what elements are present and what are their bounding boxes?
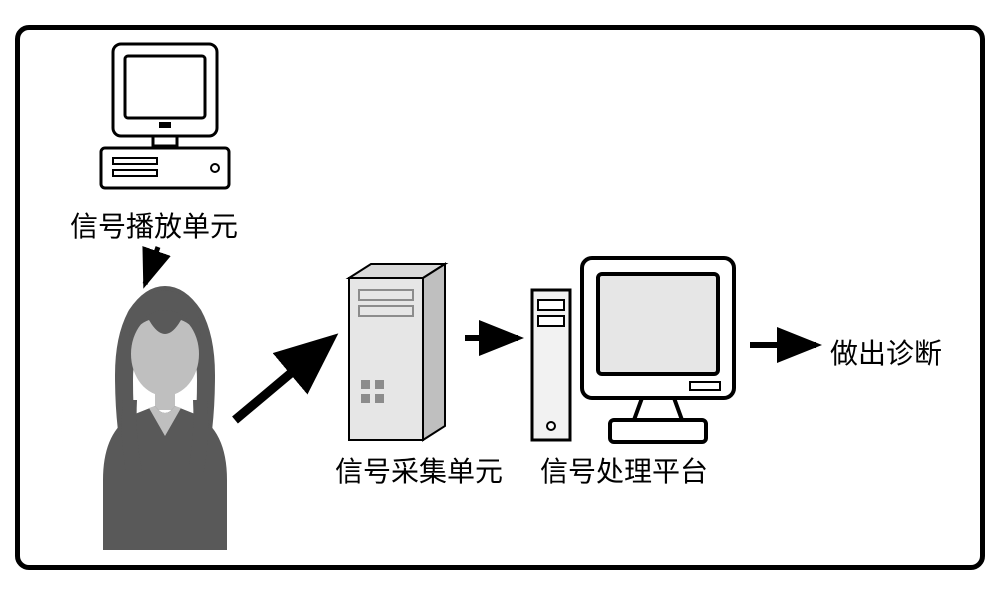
diagnosis-label: 做出诊断: [830, 332, 942, 372]
arrow-pc-to-diagnosis: [0, 0, 1000, 595]
